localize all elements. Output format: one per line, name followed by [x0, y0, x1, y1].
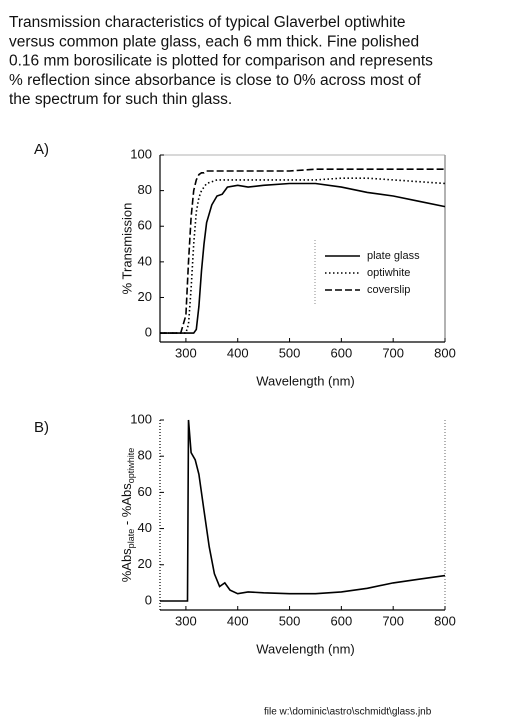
x-tick-label: 700: [382, 613, 404, 628]
y-tick-label: 100: [130, 146, 152, 161]
y-label-subscript: optiwhite: [126, 448, 136, 484]
y-label-part: - %Abs: [119, 483, 134, 529]
x-axis-label: Wavelength (nm): [256, 641, 355, 656]
series-line: [160, 182, 446, 334]
y-tick-label: 20: [138, 289, 152, 304]
y-tick-label: 60: [138, 218, 152, 233]
x-tick-label: 800: [434, 345, 456, 360]
y-tick-label: 60: [138, 484, 152, 499]
x-tick-label: 300: [175, 345, 197, 360]
series-line: [160, 168, 445, 334]
y-tick-label: 0: [145, 592, 152, 607]
caption-line: versus common plate glass, each 6 mm thi…: [9, 33, 419, 50]
caption-line: Transmission characteristics of typical …: [9, 14, 406, 31]
y-tick-label: 0: [145, 325, 152, 340]
panel-label: A): [34, 141, 49, 158]
x-tick-label: 400: [227, 345, 249, 360]
y-tick-label: 80: [138, 182, 152, 197]
y-tick-label: 100: [130, 411, 152, 426]
x-tick-label: 500: [279, 613, 301, 628]
y-tick-label: 40: [138, 253, 152, 268]
legend-label: plate glass: [367, 250, 420, 262]
x-axis-label: Wavelength (nm): [256, 373, 355, 388]
y-tick-label: 80: [138, 448, 152, 463]
x-tick-label: 600: [331, 613, 353, 628]
legend-label: optiwhite: [367, 267, 410, 279]
x-tick-label: 500: [279, 345, 301, 360]
caption-line: the spectrum for such thin glass.: [9, 91, 232, 108]
x-tick-label: 700: [382, 345, 404, 360]
caption-line: 0.16 mm borosilicate is plotted for comp…: [9, 53, 433, 70]
y-label-subscript: plate: [126, 529, 136, 549]
y-axis-label: % Transmission: [119, 203, 134, 295]
file-note: file w:\dominic\astro\schmidt\glass.jnb: [264, 707, 432, 718]
series-line: [160, 419, 446, 602]
legend-label: coverslip: [367, 284, 410, 296]
x-tick-label: 300: [175, 613, 197, 628]
y-label-part: %Abs: [119, 548, 134, 582]
y-tick-label: 40: [138, 520, 152, 535]
x-tick-label: 800: [434, 613, 456, 628]
panel-label: B): [34, 419, 49, 436]
y-axis-label: %Absplate - %Absoptiwhite: [119, 448, 136, 583]
x-tick-label: 400: [227, 613, 249, 628]
caption-line: % reflection since absorbance is close t…: [9, 72, 421, 89]
y-tick-label: 20: [138, 556, 152, 571]
series-line: [160, 177, 446, 334]
x-tick-label: 600: [331, 345, 353, 360]
